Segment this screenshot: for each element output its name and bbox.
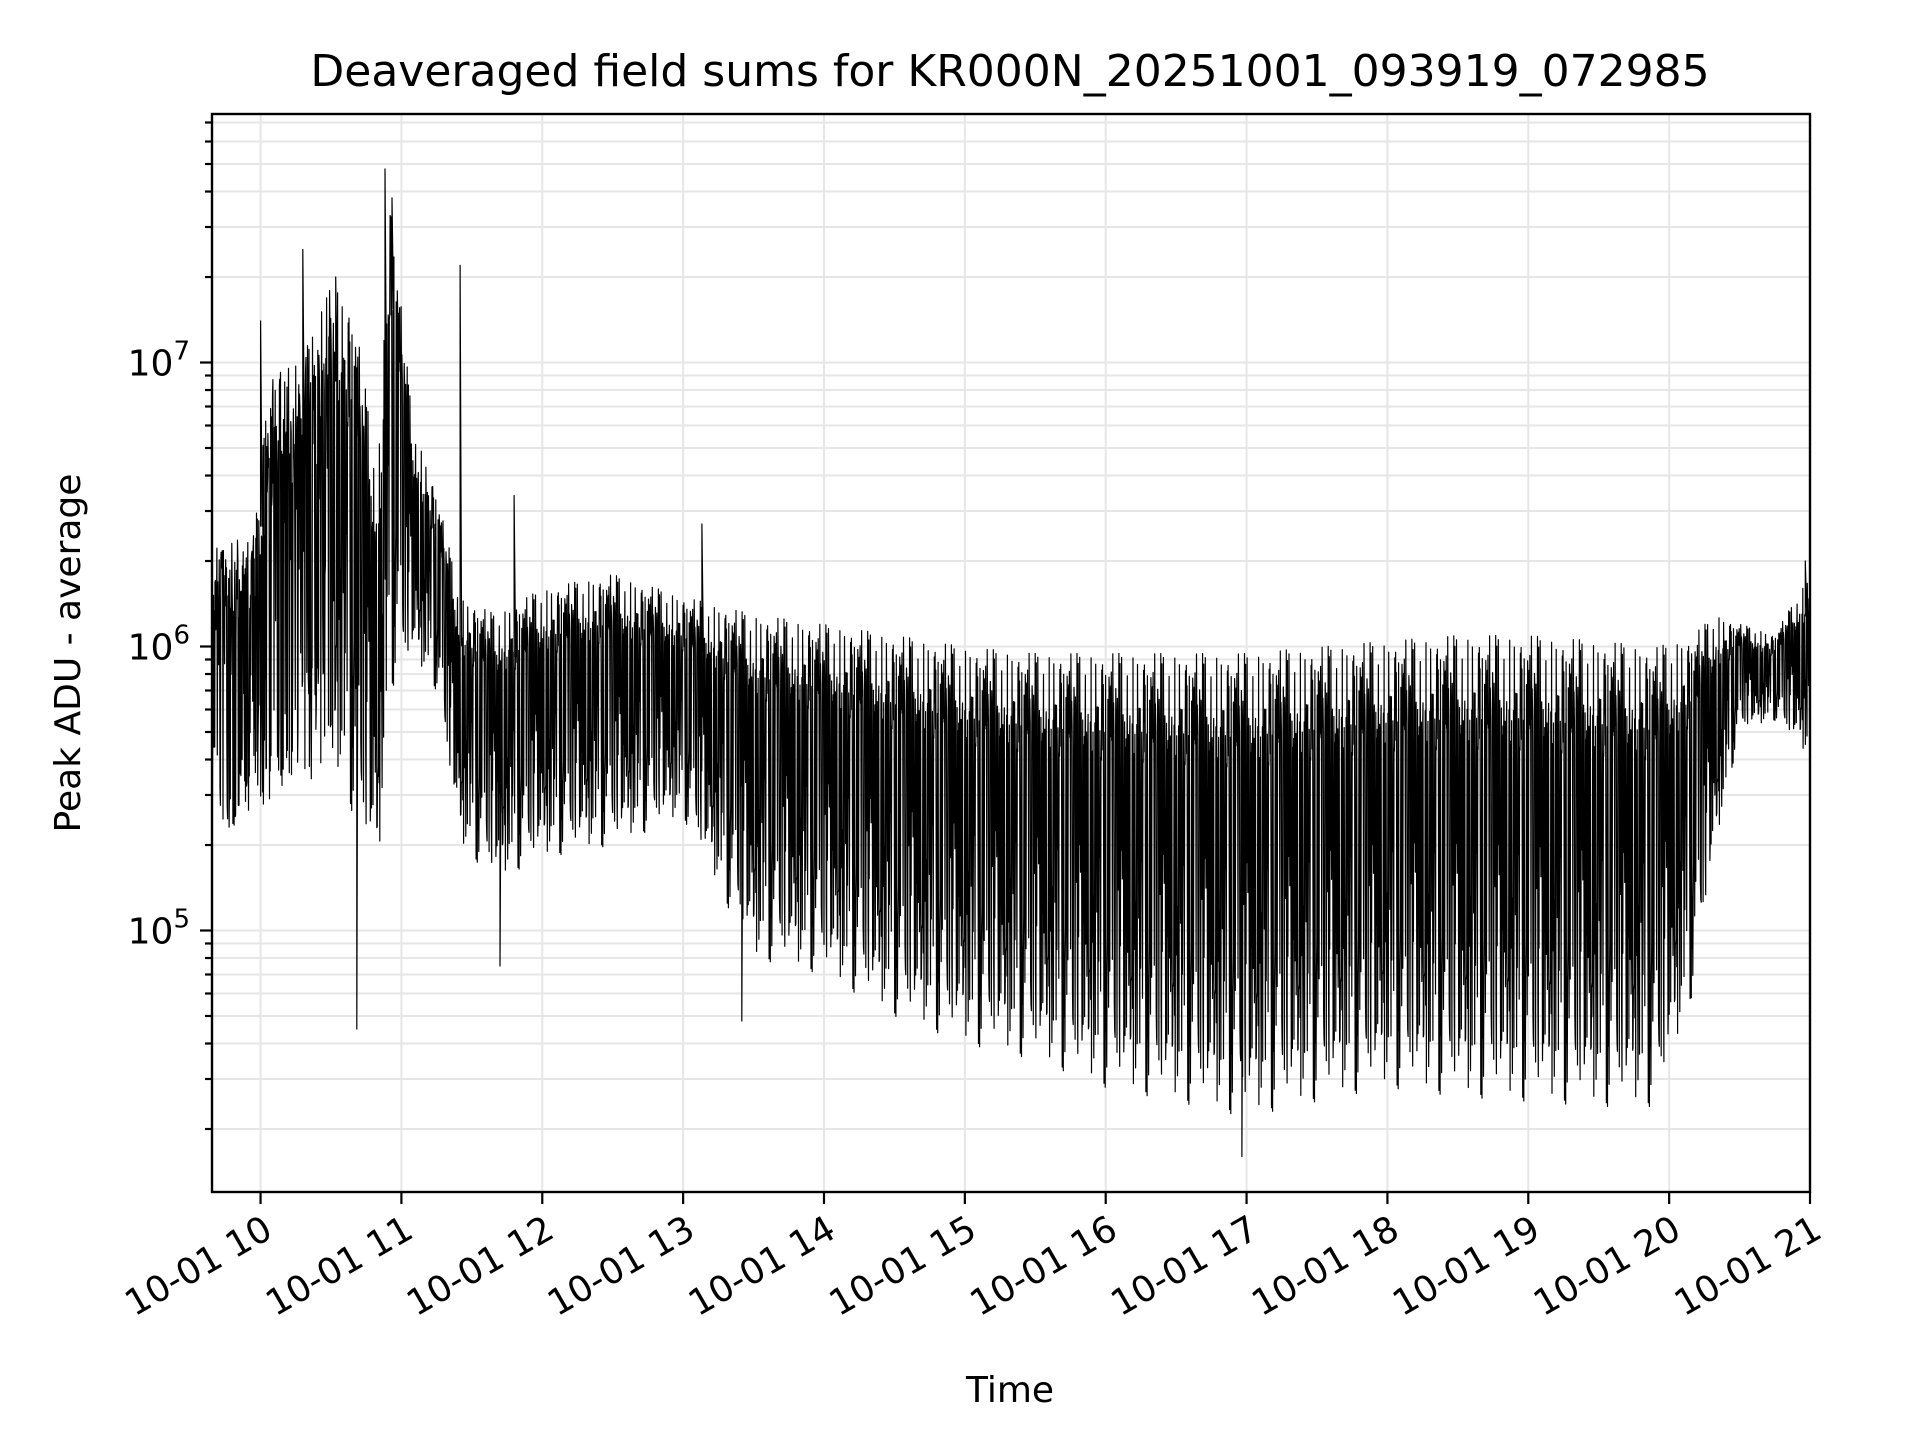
x-tick-label: 10-01 10 <box>118 1208 279 1324</box>
x-tick-label: 10-01 16 <box>964 1208 1125 1324</box>
y-tick-label: 107 <box>128 337 190 385</box>
series-line-layer <box>211 168 1811 1158</box>
y-tick-label: 105 <box>128 904 190 952</box>
x-tick-label: 10-01 20 <box>1527 1208 1688 1324</box>
x-tick-label: 10-01 12 <box>400 1208 561 1324</box>
x-tick-label: 10-01 14 <box>682 1208 843 1324</box>
plot-frame <box>210 112 1812 1194</box>
y-tick-label: 106 <box>128 621 190 669</box>
chart-title: Deaveraged field sums for KR000N_2025100… <box>310 46 1709 97</box>
x-tick-label: 10-01 13 <box>541 1208 702 1324</box>
x-tick-label: 10-01 21 <box>1668 1208 1829 1324</box>
series-line <box>211 168 1811 1158</box>
x-tick-label: 10-01 17 <box>1104 1208 1265 1324</box>
y-axis-label: Peak ADU - average <box>48 474 89 833</box>
x-tick-label: 10-01 18 <box>1245 1208 1406 1324</box>
y-axis: 105 106 107 <box>128 121 212 1131</box>
x-axis-label: Time <box>965 1370 1054 1411</box>
x-tick-label: 10-01 19 <box>1386 1208 1547 1324</box>
x-tick-label: 10-01 11 <box>259 1208 420 1324</box>
x-tick-label: 10-01 15 <box>823 1208 984 1324</box>
